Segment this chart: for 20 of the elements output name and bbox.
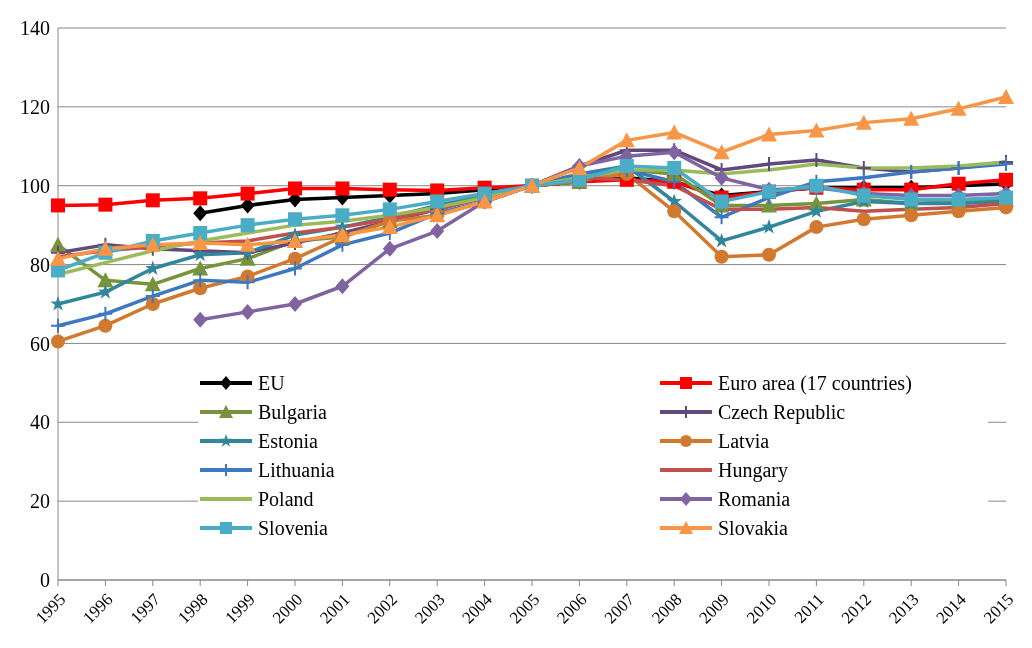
y-tick-label: 120 xyxy=(20,95,50,118)
y-tick-label: 100 xyxy=(20,174,50,197)
legend-label: Romania xyxy=(718,487,791,511)
legend-label: Latvia xyxy=(718,429,770,453)
legend-label: Bulgaria xyxy=(258,400,327,424)
legend-label: Lithuania xyxy=(258,458,335,482)
legend-label: EU xyxy=(258,371,285,395)
y-tick-label: 0 xyxy=(40,569,50,592)
y-tick-label: 60 xyxy=(30,332,50,355)
legend-label: Slovenia xyxy=(258,516,328,540)
y-tick-label: 80 xyxy=(30,253,50,276)
y-tick-label: 40 xyxy=(30,411,50,434)
legend-label: Poland xyxy=(258,487,314,511)
legend-label: Slovakia xyxy=(718,516,788,540)
legend-label: Euro area (17 countries) xyxy=(718,371,912,395)
legend-label: Hungary xyxy=(718,458,788,482)
y-tick-label: 20 xyxy=(30,490,50,513)
legend-label: Czech Republic xyxy=(718,400,846,424)
legend-label: Estonia xyxy=(258,429,318,453)
y-tick-label: 140 xyxy=(20,17,50,40)
